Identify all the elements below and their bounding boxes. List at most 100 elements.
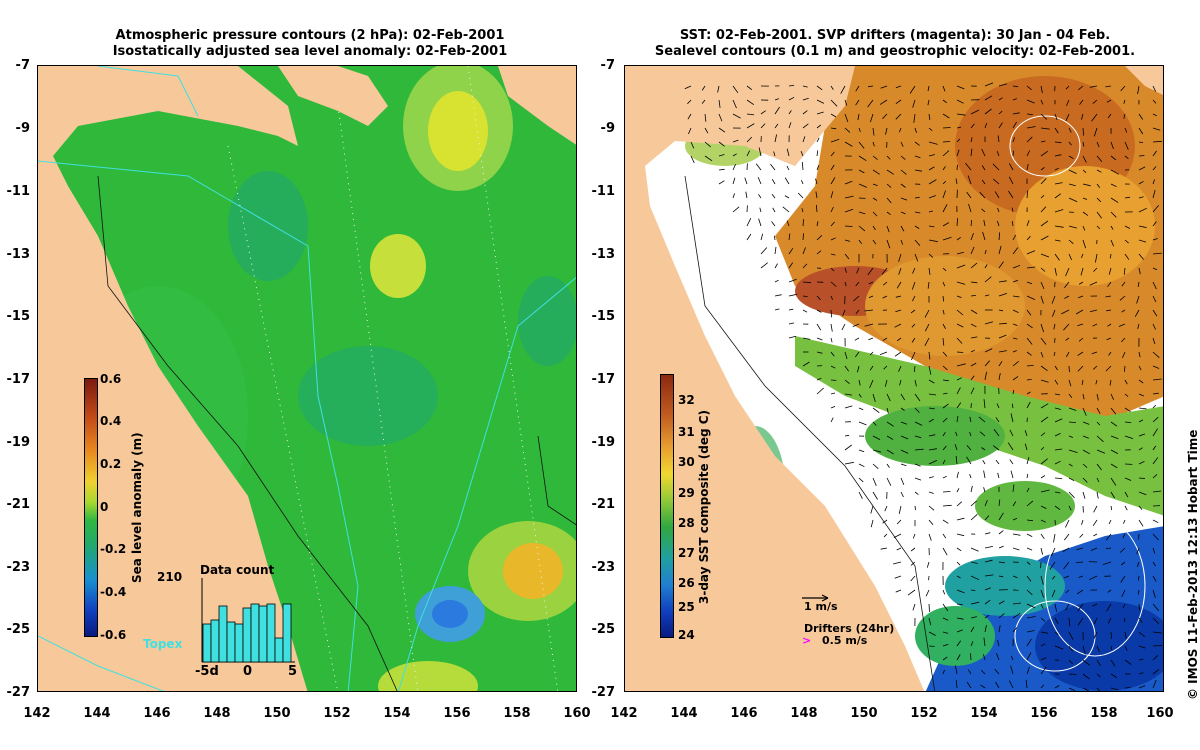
velocity-arrow xyxy=(1054,113,1058,121)
velocity-arrow xyxy=(774,263,778,269)
velocity-arrow xyxy=(1066,99,1070,107)
velocity-arrow xyxy=(869,379,874,389)
left-x-tick: 158 xyxy=(503,706,531,721)
velocity-arrow xyxy=(978,416,986,423)
velocity-arrow xyxy=(1152,589,1156,598)
velocity-arrow xyxy=(970,148,973,157)
velocity-arrow xyxy=(886,211,891,216)
velocity-arrow xyxy=(802,247,806,255)
velocity-arrow xyxy=(956,149,960,157)
velocity-arrow xyxy=(830,99,838,107)
velocity-arrow xyxy=(1110,211,1117,218)
velocity-arrow xyxy=(981,165,986,171)
velocity-arrow xyxy=(970,589,976,591)
velocity-arrow xyxy=(1110,197,1119,203)
velocity-arrow xyxy=(1012,627,1018,633)
histogram-bar xyxy=(242,607,252,663)
sla-colorbar xyxy=(84,378,98,637)
velocity-arrow xyxy=(1052,575,1056,580)
velocity-arrow xyxy=(1137,589,1140,595)
velocity-arrow xyxy=(925,589,930,597)
velocity-arrow xyxy=(942,222,950,227)
drifter-scale-arrow: > xyxy=(802,634,812,647)
velocity-arrow xyxy=(898,253,902,262)
velocity-arrow xyxy=(1138,617,1143,623)
velocity-arrow xyxy=(907,589,916,596)
velocity-arrow xyxy=(830,164,835,171)
velocity-arrow xyxy=(970,362,977,367)
velocity-arrow xyxy=(896,547,902,551)
velocity-arrow xyxy=(802,233,804,241)
velocity-arrow xyxy=(1136,547,1140,555)
velocity-arrow xyxy=(844,351,848,360)
velocity-arrow xyxy=(967,669,972,675)
velocity-arrow xyxy=(1138,113,1144,120)
right-x-tick: 148 xyxy=(790,706,818,721)
velocity-arrow xyxy=(910,575,916,582)
velocity-arrow xyxy=(1026,136,1033,143)
velocity-arrow xyxy=(844,195,854,199)
velocity-arrow xyxy=(774,235,776,241)
velocity-arrow xyxy=(1079,99,1084,105)
velocity-arrow xyxy=(1065,85,1070,90)
velocity-arrow xyxy=(815,204,818,213)
velocity-arrow xyxy=(1054,407,1061,410)
velocity-arrow xyxy=(732,153,737,157)
velocity-arrow xyxy=(984,122,988,129)
velocity-arrow xyxy=(830,406,836,409)
land-patch xyxy=(625,66,705,126)
velocity-arrow xyxy=(1026,190,1029,199)
velocity-arrow xyxy=(1137,281,1140,287)
velocity-arrow xyxy=(984,264,988,269)
velocity-arrow xyxy=(1123,519,1126,524)
velocity-arrow xyxy=(896,281,902,289)
velocity-arrow xyxy=(956,126,962,129)
velocity-arrow xyxy=(1093,365,1098,370)
velocity-arrow xyxy=(782,206,790,213)
velocity-arrow xyxy=(1040,365,1048,372)
velocity-arrow xyxy=(1068,435,1074,438)
velocity-arrow xyxy=(956,138,961,143)
velocity-arrow xyxy=(1152,655,1159,661)
velocity-arrow xyxy=(844,281,847,287)
velocity-arrow xyxy=(1078,281,1084,285)
velocity-arrow xyxy=(1081,379,1084,385)
velocity-arrow xyxy=(844,225,853,227)
right-title: SST: 02-Feb-2001. SVP drifters (magenta)… xyxy=(625,28,1165,60)
sla-high-core xyxy=(503,543,563,599)
velocity-arrow xyxy=(844,393,852,396)
velocity-arrow xyxy=(942,644,949,647)
left-x-tick: 142 xyxy=(23,706,51,721)
sla-colorbar-tick: 0.4 xyxy=(100,414,122,428)
velocity-arrow xyxy=(1121,309,1126,313)
velocity-arrow xyxy=(970,123,975,129)
velocity-arrow xyxy=(914,211,921,214)
velocity-arrow xyxy=(1026,99,1035,104)
velocity-arrow xyxy=(913,365,916,373)
velocity-arrow xyxy=(954,444,958,451)
velocity-arrow xyxy=(872,449,882,453)
left-y-tick: -7 xyxy=(15,58,30,73)
velocity-arrow xyxy=(966,681,972,689)
left-y-tick: -13 xyxy=(6,247,31,262)
velocity-arrow xyxy=(1124,645,1128,651)
velocity-arrow xyxy=(815,191,818,199)
velocity-arrow xyxy=(970,219,973,227)
velocity-arrow xyxy=(1109,379,1112,386)
velocity-arrow xyxy=(955,456,958,465)
velocity-arrow xyxy=(1124,155,1129,160)
sla-map xyxy=(37,65,577,692)
velocity-arrow xyxy=(1082,449,1091,455)
velocity-arrow xyxy=(844,239,851,242)
velocity-arrow xyxy=(1040,113,1048,120)
velocity-arrow xyxy=(1026,616,1036,619)
velocity-arrow xyxy=(967,175,972,185)
velocity-arrow xyxy=(942,204,948,213)
velocity-arrow xyxy=(1064,295,1070,299)
velocity-arrow xyxy=(1054,631,1059,636)
right-y-tick: -7 xyxy=(600,58,615,73)
velocity-arrow xyxy=(1051,295,1056,304)
data-count-title: Data count xyxy=(200,563,275,577)
velocity-arrow xyxy=(1007,442,1014,451)
velocity-arrow xyxy=(1012,389,1015,395)
